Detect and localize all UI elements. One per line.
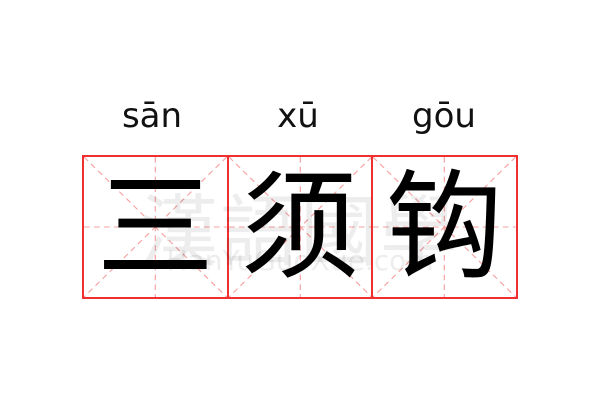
- pinyin-3: gōu: [412, 96, 476, 136]
- guide-lines: [84, 157, 227, 297]
- character-cell: 三: [84, 157, 227, 297]
- guide-lines: [373, 157, 517, 297]
- character-2: 须: [241, 158, 360, 296]
- pinyin-2: xū: [277, 96, 319, 136]
- guide-lines: [228, 157, 372, 297]
- character-1: 三: [96, 158, 215, 296]
- character-cell: 钩: [371, 157, 517, 297]
- pinyin-1: sān: [121, 96, 183, 136]
- character-cell: 须: [226, 157, 372, 297]
- character-3: 钩: [385, 158, 504, 296]
- character-grid: 三 须 钩: [82, 155, 518, 299]
